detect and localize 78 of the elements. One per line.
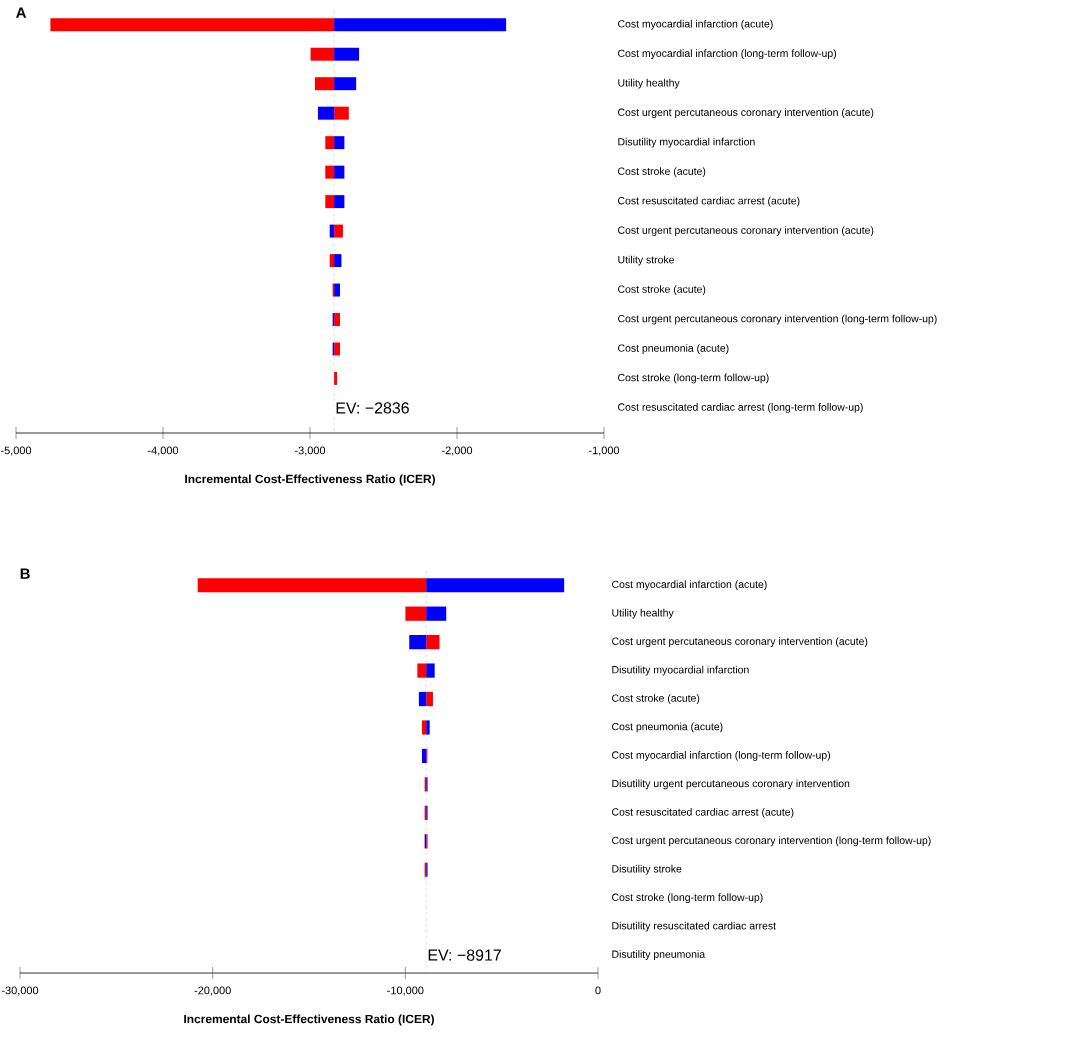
y-tick-label: Disutility myocardial infarction bbox=[618, 137, 755, 148]
bar bbox=[329, 254, 335, 268]
x-tick-label: 0 bbox=[595, 986, 601, 995]
bar bbox=[426, 606, 447, 621]
bar bbox=[405, 606, 427, 621]
bar bbox=[334, 106, 349, 120]
bar bbox=[334, 224, 343, 238]
y-tick-label: Cost urgent percutaneous coronary intervention (acute) bbox=[612, 637, 868, 648]
y-tick-label: Cost urgent percutaneous coronary intervention (acute) bbox=[618, 108, 874, 119]
x-tick-label: -5,000 bbox=[0, 446, 32, 456]
bar bbox=[329, 224, 335, 238]
bar bbox=[426, 635, 440, 650]
y-tick-label: Cost myocardial infarction (long-term follow-up) bbox=[618, 49, 836, 60]
bar bbox=[334, 313, 340, 327]
chart-title: B bbox=[20, 568, 30, 579]
bar bbox=[418, 691, 427, 707]
bar bbox=[50, 18, 335, 32]
y-tick-label: Disutility myocardial infarction bbox=[612, 665, 749, 676]
y-tick-label: Utility healthy bbox=[618, 78, 680, 89]
bar bbox=[334, 283, 340, 297]
y-tick-label: Cost urgent percutaneous coronary intervention (long-term follow-up) bbox=[612, 836, 931, 847]
y-tick-label: Cost pneumonia (acute) bbox=[612, 722, 723, 733]
bar bbox=[325, 195, 335, 209]
x-axis-title: Incremental Cost-Effectiveness Ratio (ICER) bbox=[185, 474, 435, 486]
y-tick-label: Cost stroke (acute) bbox=[612, 694, 700, 704]
bar bbox=[426, 663, 435, 678]
x-axis-title: Incremental Cost-Effectiveness Ratio (ICER) bbox=[184, 1014, 434, 1026]
chart-title: A bbox=[16, 7, 27, 18]
bar bbox=[409, 635, 427, 650]
y-tick-label: Disutility stroke bbox=[612, 864, 682, 875]
bar bbox=[334, 165, 345, 179]
y-tick-label: Disutility urgent percutaneous coronary intervention bbox=[612, 779, 850, 790]
x-tick-label: -2,000 bbox=[441, 446, 473, 456]
bar bbox=[426, 578, 565, 593]
y-tick-label: Cost resuscitated cardiac arrest (acute) bbox=[612, 807, 794, 818]
bar bbox=[334, 371, 338, 385]
bar bbox=[426, 720, 430, 735]
bar bbox=[310, 47, 335, 61]
y-tick-label: Cost pneumonia (acute) bbox=[618, 344, 729, 354]
x-tick-label: -20,000 bbox=[194, 986, 231, 996]
ref-line-label: EV: −8917 bbox=[428, 949, 501, 961]
x-tick-label: -4,000 bbox=[147, 446, 179, 456]
bar bbox=[417, 663, 427, 678]
bar bbox=[197, 578, 427, 593]
bar bbox=[325, 136, 335, 150]
y-tick-label: Cost urgent percutaneous coronary intervention (long-term follow-up) bbox=[618, 314, 937, 325]
bar bbox=[334, 342, 340, 356]
y-tick-label: Disutility pneumonia bbox=[612, 950, 706, 960]
bar bbox=[334, 254, 342, 268]
bar bbox=[334, 195, 345, 209]
y-tick-label: Cost urgent percutaneous coronary intervention (acute) bbox=[618, 226, 874, 236]
x-tick-label: -1,000 bbox=[588, 446, 620, 456]
bar bbox=[421, 748, 427, 764]
y-tick-label: Disutility resuscitated cardiac arrest bbox=[612, 921, 776, 932]
x-tick-label: -3,000 bbox=[294, 446, 326, 456]
bar bbox=[334, 77, 357, 91]
y-tick-label: Utility stroke bbox=[618, 255, 674, 266]
bar bbox=[325, 165, 335, 179]
bar bbox=[334, 136, 345, 150]
bar bbox=[334, 47, 360, 61]
y-tick-label: Cost myocardial infarction (long-term follow-up) bbox=[612, 751, 830, 761]
y-tick-label: Cost resuscitated cardiac arrest (acute) bbox=[618, 196, 800, 207]
bar bbox=[426, 691, 433, 707]
y-tick-label: Cost stroke (long-term follow-up) bbox=[618, 373, 769, 384]
y-tick-label: Cost stroke (acute) bbox=[618, 285, 706, 295]
y-tick-label: Cost myocardial infarction (acute) bbox=[612, 580, 767, 591]
y-tick-label: Cost resuscitated cardiac arrest (long-term follow-up) bbox=[618, 403, 863, 413]
bar bbox=[421, 720, 427, 735]
ref-line-label: EV: −2836 bbox=[336, 402, 409, 414]
x-tick-label: -10,000 bbox=[387, 986, 424, 996]
bar bbox=[315, 77, 335, 91]
bar bbox=[334, 18, 507, 32]
x-tick-label: -30,000 bbox=[1, 986, 39, 996]
y-tick-label: Cost stroke (long-term follow-up) bbox=[612, 893, 763, 904]
y-tick-label: Cost stroke (acute) bbox=[618, 167, 706, 178]
y-tick-label: Utility healthy bbox=[612, 608, 674, 619]
y-tick-label: Cost myocardial infarction (acute) bbox=[618, 19, 773, 30]
bar bbox=[317, 106, 335, 120]
